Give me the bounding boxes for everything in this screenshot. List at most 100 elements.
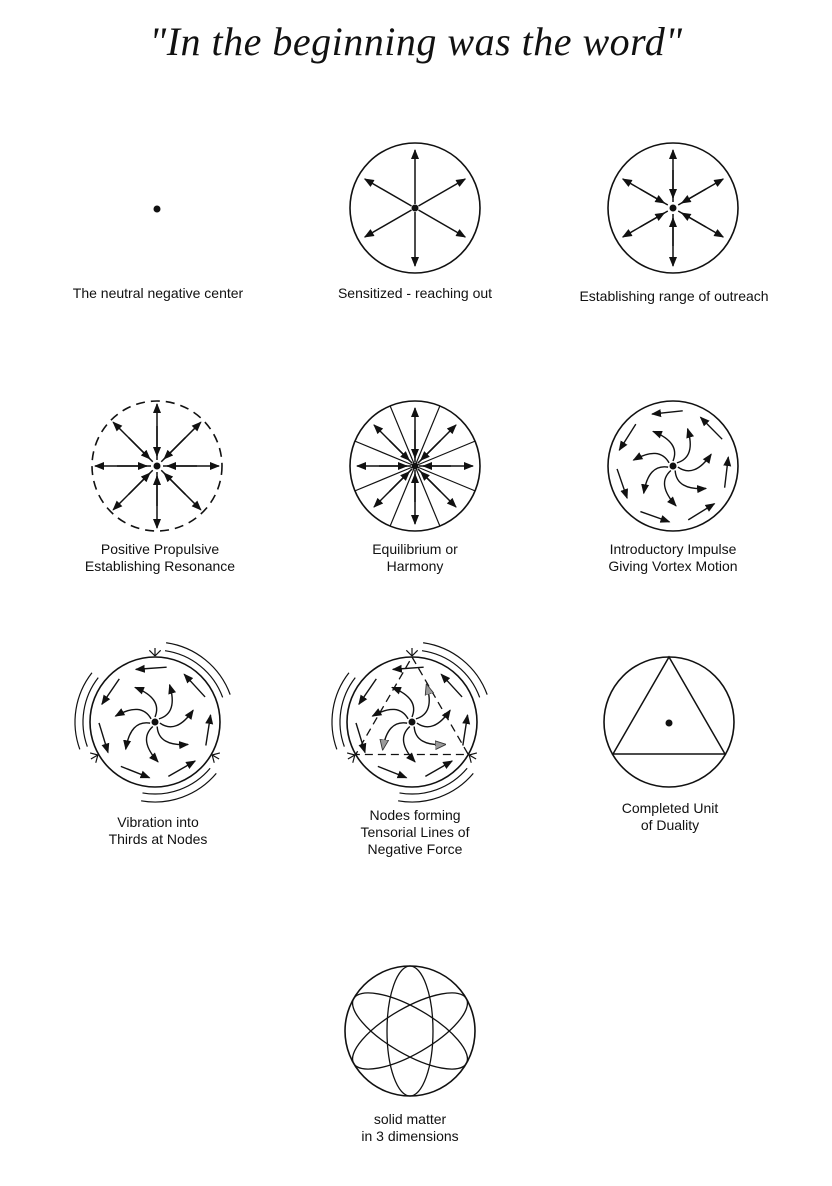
node-tick bbox=[411, 649, 419, 657]
outer-arrow bbox=[687, 503, 716, 521]
label-neutral-center: The neutral negative center bbox=[72, 285, 244, 301]
outer-circle bbox=[607, 142, 739, 274]
outer-arrow bbox=[616, 468, 628, 500]
figure-solid-matter bbox=[344, 965, 476, 1097]
arrow bbox=[363, 209, 412, 238]
center-dot bbox=[665, 719, 673, 727]
arrow bbox=[128, 437, 151, 460]
radial-line bbox=[414, 405, 441, 467]
vortex-arrow bbox=[114, 708, 152, 720]
figure-positive-propulsive bbox=[91, 400, 223, 532]
resonance-arc bbox=[331, 672, 350, 750]
outer-circle bbox=[344, 965, 476, 1097]
orbit-ellipse bbox=[351, 992, 469, 1070]
node-tick bbox=[352, 754, 356, 763]
outer-arrow bbox=[651, 409, 683, 418]
arrow bbox=[639, 188, 666, 204]
vortex-arrow bbox=[159, 709, 194, 728]
arrow bbox=[639, 212, 666, 228]
dashed-triangle bbox=[354, 655, 470, 756]
orbit-ellipse bbox=[386, 965, 434, 1097]
outer-arrow bbox=[358, 678, 377, 706]
outer-arrow bbox=[618, 423, 637, 452]
center-dot bbox=[669, 204, 677, 212]
arrow bbox=[389, 470, 411, 492]
vortex-arrow bbox=[663, 469, 677, 507]
vortex-arrow bbox=[383, 722, 408, 749]
center-dot bbox=[151, 718, 159, 726]
resonance-arc bbox=[398, 773, 474, 803]
label-vortex-motion: Introductory Impulse Giving Vortex Motio… bbox=[608, 541, 738, 574]
center-dot bbox=[153, 462, 161, 470]
outer-circle bbox=[607, 400, 739, 532]
arrow bbox=[680, 212, 707, 228]
label-equilibrium: Equilibrium or Harmony bbox=[372, 541, 458, 574]
outer-arrow bbox=[377, 765, 408, 779]
radial-line bbox=[389, 465, 416, 527]
radial-line bbox=[389, 405, 416, 467]
figure-vortex-motion bbox=[607, 400, 739, 532]
inscribed-triangle bbox=[611, 655, 727, 755]
outer-arrow bbox=[462, 713, 471, 746]
node-tick bbox=[89, 752, 98, 756]
arrow bbox=[163, 472, 186, 495]
vortex-arrow bbox=[677, 453, 712, 472]
resonance-arc bbox=[164, 650, 224, 698]
arrow bbox=[419, 470, 441, 492]
outer-arrow bbox=[699, 416, 723, 440]
outer-circle bbox=[89, 656, 221, 788]
radial-line bbox=[414, 465, 441, 527]
arrow bbox=[163, 437, 186, 460]
outer-arrow bbox=[723, 456, 732, 488]
resonance-arc bbox=[399, 767, 468, 795]
node-tick bbox=[212, 752, 221, 756]
node-tick bbox=[148, 649, 156, 657]
resonance-arc bbox=[339, 677, 356, 747]
node-tick bbox=[211, 754, 215, 763]
figure-equilibrium bbox=[349, 400, 481, 532]
figure-neutral-center bbox=[153, 205, 161, 213]
center-dot bbox=[153, 205, 161, 213]
node-tick bbox=[468, 754, 477, 760]
node-tick bbox=[469, 752, 478, 756]
figure-tensorial-lines bbox=[331, 642, 488, 803]
resonance-arc bbox=[82, 677, 99, 747]
vortex-arrow bbox=[632, 452, 670, 464]
label-establishing-range: Establishing range of outreach bbox=[579, 288, 769, 304]
vortex-arrow bbox=[416, 709, 451, 728]
label-completed-unit: Completed Unit of Duality bbox=[621, 800, 719, 833]
vortex-arrow bbox=[123, 722, 151, 751]
outer-circle bbox=[349, 142, 481, 274]
outer-arrow bbox=[640, 510, 671, 523]
node-tick bbox=[211, 754, 220, 760]
vortex-arrow bbox=[158, 683, 177, 720]
node-tick bbox=[346, 752, 355, 756]
label-sensitized: Sensitized - reaching out bbox=[337, 285, 493, 301]
outer-arrow bbox=[101, 678, 120, 706]
node-tick bbox=[95, 754, 99, 763]
label-solid-matter: solid matter in 3 dimensions bbox=[361, 1111, 459, 1144]
resonance-arc bbox=[74, 672, 93, 750]
figure-establishing-range bbox=[607, 142, 739, 274]
outer-arrow bbox=[425, 760, 454, 777]
arrow bbox=[128, 472, 151, 495]
radial-line bbox=[414, 440, 476, 467]
outer-circle bbox=[349, 400, 481, 532]
node-tick bbox=[347, 754, 356, 760]
vortex-arrow bbox=[402, 725, 416, 763]
outer-arrow bbox=[205, 713, 214, 746]
node-tick bbox=[405, 649, 413, 657]
node-tick bbox=[468, 754, 472, 763]
resonance-arc bbox=[166, 642, 231, 695]
figure-completed-unit bbox=[603, 655, 735, 788]
vortex-arrow bbox=[652, 430, 676, 462]
outer-arrow bbox=[355, 722, 367, 754]
vortex-arrow bbox=[134, 686, 158, 718]
arrow bbox=[419, 440, 441, 462]
vortex-arrow bbox=[391, 686, 415, 718]
arrow bbox=[389, 440, 411, 462]
vortex-arrow bbox=[676, 427, 695, 464]
outer-arrow bbox=[440, 673, 463, 698]
radial-line bbox=[354, 440, 416, 467]
resonance-arc bbox=[141, 773, 217, 803]
